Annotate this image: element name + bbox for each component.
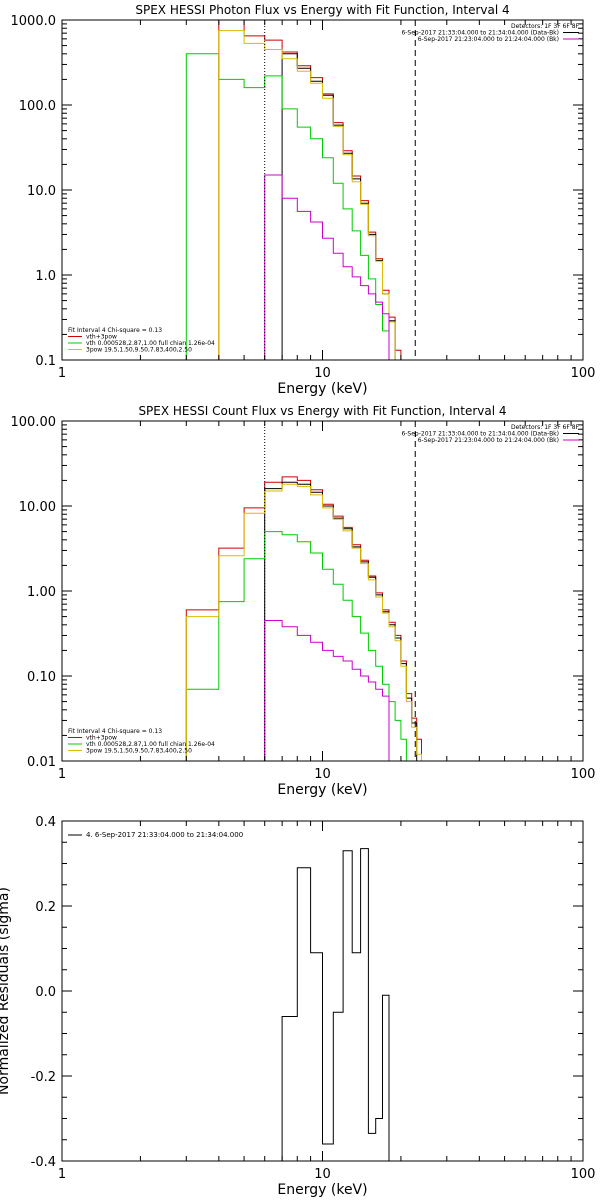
series-line-vth-3pow: [185, 476, 422, 761]
series-line-residuals: [264, 848, 390, 1161]
x-tick-label: 10: [314, 1167, 331, 1182]
axes-frame: [61, 420, 584, 762]
panel-1: SPEX HESSI Photon Flux vs Energy with Fi…: [11, 3, 596, 397]
panel-title: SPEX HESSI Photon Flux vs Energy with Fi…: [135, 3, 509, 17]
x-tick-label: 1: [58, 366, 66, 381]
x-axis-ticks: [61, 821, 572, 1161]
legend-right-entry: 6-Sep-2017 21:33:04.000 to 21:34:04.000 …: [401, 30, 559, 37]
y-tick-label: 10.0: [27, 184, 56, 199]
legend-left-entry: vth 0.000528,2.87,1.00 full chian 1.26e-…: [86, 340, 215, 347]
y-tick-label: 0.01: [27, 755, 56, 770]
y-axis-ticks: [62, 820, 583, 1162]
y-tick-label: 100.0: [19, 99, 56, 114]
y-tick-label: 0.4: [35, 815, 56, 830]
y-tick-label: 1.00: [27, 585, 56, 600]
panel-2: SPEX HESSI Count Flux vs Energy with Fit…: [11, 404, 596, 798]
y-tick-label: 1000.0: [11, 14, 57, 29]
series-line-data-bk: [264, 481, 418, 761]
y-axis-ticks: [62, 424, 583, 762]
panel-3: 1 10 100 Energy (keV) -0.4 -0.2 0.0 0.2 0.4 Norma…: [0, 815, 595, 1198]
x-axis-label: Energy (keV): [277, 782, 367, 798]
x-tick-label: 100: [571, 366, 596, 381]
legend-left-entry: vth+3pow: [86, 334, 117, 341]
legend-right-entry: 6-Sep-2017 21:23:04.000 to 21:24:04.000 …: [418, 36, 559, 43]
series-line-data-bk: [264, 53, 396, 360]
y-axis-label: Normalized Residuals (sigma): [0, 887, 12, 1095]
axes-frame: [61, 19, 584, 361]
y-axis-ticks: [62, 23, 583, 361]
legend-right-entry: 6-Sep-2017 21:33:04.000 to 21:34:04.000 …: [401, 431, 559, 438]
series-line-bk: [264, 174, 390, 360]
y-tick-label: 100.00: [11, 415, 57, 430]
series-group: [185, 20, 402, 360]
legend-right-entry: Detectors: 1F 3F 6F 8F: [511, 424, 580, 431]
legend-left-entry: 4. 6-Sep-2017 21:33:04.000 to 21:34:04.0…: [86, 831, 243, 839]
x-axis-ticks: [61, 421, 572, 761]
series-group: [264, 848, 390, 1161]
x-tick-label: 1: [58, 767, 66, 782]
panel-title: SPEX HESSI Count Flux vs Energy with Fit…: [138, 404, 506, 418]
legend-left-entry: vth 0.000528,2.87,1.00 full chian 1.26e-…: [86, 741, 215, 748]
legend-left-entry: vth+3pow: [86, 735, 117, 742]
x-axis-label: Energy (keV): [277, 1182, 367, 1198]
x-tick-label: 10: [314, 767, 331, 782]
y-tick-label: 0.0: [35, 985, 56, 1000]
y-tick-label: 1.0: [35, 269, 56, 284]
legend-left-entry: 3pow 19.5,1.50,9.50,7.83,400,2.50: [86, 347, 192, 354]
series-line-vth: [185, 53, 396, 360]
series-line-3pow: [185, 30, 402, 360]
x-tick-label: 100: [571, 1167, 596, 1182]
series-line-vth: [185, 531, 407, 761]
y-tick-label: 0.1: [35, 354, 56, 369]
series-line-3pow: [185, 483, 422, 761]
y-tick-label: -0.2: [31, 1070, 56, 1085]
y-tick-label: 10.00: [19, 500, 56, 515]
x-tick-label: 10: [314, 366, 331, 381]
x-tick-label: 1: [58, 1167, 66, 1182]
x-axis-ticks: [61, 20, 572, 360]
y-tick-label: 0.2: [35, 900, 56, 915]
x-tick-label: 100: [571, 767, 596, 782]
y-tick-label: 0.10: [27, 670, 56, 685]
legend-left-entry: Fit Interval 4 Chi-square = 0.13: [68, 327, 162, 334]
series-line-bk: [264, 620, 390, 761]
series-group: [185, 476, 422, 761]
legend-right-entry: 6-Sep-2017 21:23:04.000 to 21:24:04.000 …: [418, 437, 559, 444]
legend-right-entry: Detectors: 1F 3F 6F 8F: [511, 23, 580, 30]
legend-left-entry: Fit Interval 4 Chi-square = 0.13: [68, 728, 162, 735]
y-tick-label: -0.4: [31, 1155, 56, 1170]
x-axis-label: Energy (keV): [277, 381, 367, 397]
legend-left-entry: 3pow 19.5,1.50,9.50,7.83,400,2.50: [86, 748, 192, 755]
